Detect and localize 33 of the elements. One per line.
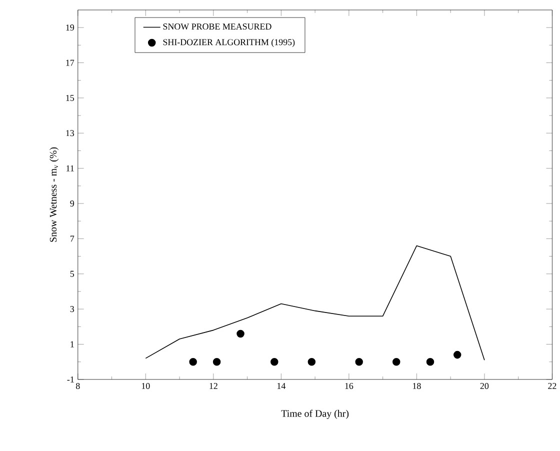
y-tick-label: -1 — [67, 376, 74, 382]
x-tick-label: 8 — [76, 382, 80, 389]
y-tick-label: 15 — [66, 94, 74, 101]
legend-label: SNOW PROBE MEASURED — [163, 23, 272, 30]
y-tick-label: 11 — [66, 165, 74, 172]
point — [236, 330, 244, 338]
y-tick-label: 19 — [66, 24, 74, 30]
y-axis-title: Snow Wetness - m$_{v}$ (%) — [50, 147, 59, 242]
y-tick-label: 9 — [70, 200, 74, 206]
y-tick-label: 13 — [66, 130, 74, 136]
x-tick-label: 16 — [345, 382, 354, 389]
y-tick-label: 3 — [70, 306, 74, 312]
point — [189, 358, 197, 366]
point — [392, 358, 400, 366]
y-tick-label: 17 — [66, 60, 74, 66]
y-tick-label: 5 — [70, 270, 74, 277]
point — [426, 358, 434, 366]
point — [270, 358, 278, 366]
x-tick-label: 10 — [142, 382, 150, 389]
x-tick-label: 20 — [480, 382, 489, 389]
point — [453, 350, 462, 359]
legend-label: SHI-DOZIER ALGORITHM (1995) — [163, 38, 295, 47]
x-axis-title: Time of Day (hr) — [281, 410, 349, 419]
point — [355, 358, 363, 366]
point — [212, 358, 221, 366]
y-tick-label: 1 — [70, 341, 74, 348]
x-tick-label: 18 — [413, 382, 421, 389]
point — [308, 358, 316, 366]
x-tick-label: 12 — [210, 382, 218, 389]
x-tick-label: 22 — [548, 382, 556, 389]
line-series — [145, 245, 485, 360]
x-tick-label: 14 — [277, 382, 286, 389]
y-tick-label: 7 — [70, 236, 74, 242]
